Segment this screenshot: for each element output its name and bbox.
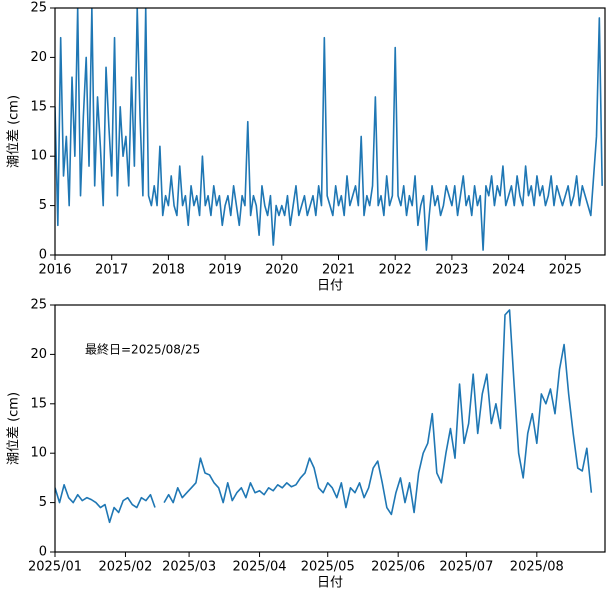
x-tick-label: 2025/03 <box>162 560 216 575</box>
x-tick-label: 2024 <box>492 263 525 278</box>
y-tick-label: 25 <box>30 1 47 16</box>
y-tick-label: 10 <box>30 149 47 164</box>
x-tick-label: 2019 <box>209 263 242 278</box>
x-tick-label: 2016 <box>38 263 71 278</box>
x-tick-label: 2025/02 <box>98 560 152 575</box>
x-axis-label: 日付 <box>317 576 343 591</box>
data-line <box>55 8 603 251</box>
y-axis-label: 潮位差 (cm) <box>7 392 22 465</box>
x-tick-label: 2018 <box>152 263 185 278</box>
x-tick-label: 2025/08 <box>510 560 564 575</box>
x-tick-label: 2020 <box>265 263 298 278</box>
y-axis-label: 潮位差 (cm) <box>7 95 22 168</box>
y-tick-label: 5 <box>39 198 47 213</box>
plot-area <box>55 309 593 524</box>
x-tick-label: 2021 <box>322 263 355 278</box>
y-tick-label: 15 <box>30 396 47 411</box>
x-tick-label: 2025 <box>549 263 582 278</box>
y-tick-label: 10 <box>30 446 47 461</box>
x-tick-label: 2025/01 <box>28 560 82 575</box>
axes-frame <box>54 304 606 553</box>
x-tick-label: 2025/04 <box>233 560 287 575</box>
y-tick-label: 25 <box>30 298 47 313</box>
y-tick-label: 15 <box>30 99 47 114</box>
x-tick-label: 2025/05 <box>301 560 355 575</box>
x-tick-label: 2017 <box>95 263 128 278</box>
y-tick-label: 0 <box>39 248 47 263</box>
y-tick-label: 20 <box>30 347 47 362</box>
axes-frame <box>54 7 606 256</box>
y-tick-label: 20 <box>30 50 47 65</box>
plot-area <box>55 8 603 251</box>
x-tick-label: 2023 <box>435 263 468 278</box>
y-tick-label: 0 <box>39 545 47 560</box>
x-tick-label: 2025/07 <box>439 560 493 575</box>
x-axis-label: 日付 <box>317 279 343 294</box>
annotation: 最終日=2025/08/25 <box>85 342 200 357</box>
y-tick-label: 5 <box>39 495 47 510</box>
x-tick-label: 2025/06 <box>371 560 425 575</box>
data-line <box>55 309 593 524</box>
x-tick-label: 2022 <box>379 263 412 278</box>
